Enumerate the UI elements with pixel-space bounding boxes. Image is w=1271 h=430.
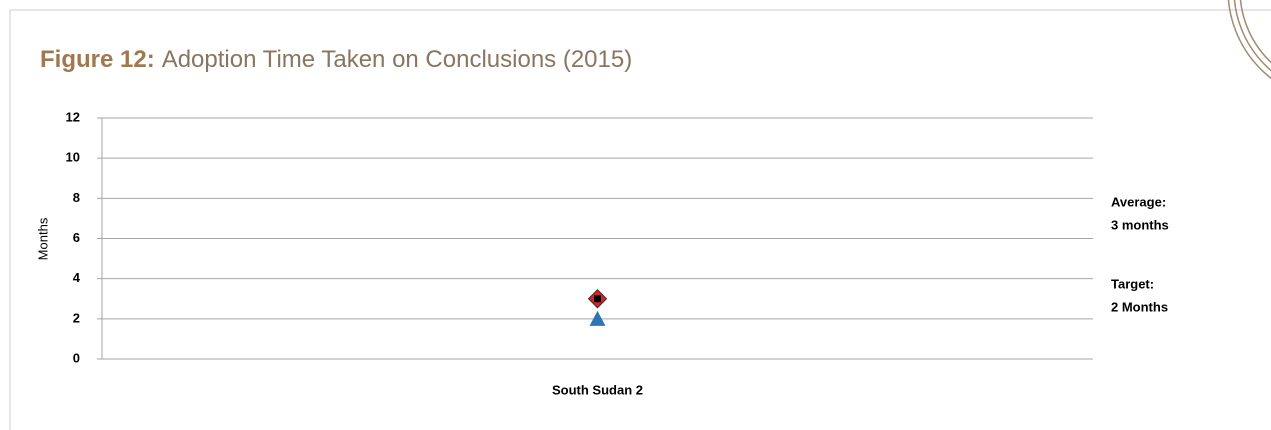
y-tick-label: 2 — [73, 310, 80, 325]
annotation: Target: — [1111, 276, 1154, 291]
y-tick-label: 0 — [73, 350, 80, 365]
annotation: Average: — [1111, 194, 1166, 209]
title-text: Adoption Time Taken on Conclusions (2015… — [162, 46, 633, 73]
annotation: 2 Months — [1111, 299, 1168, 314]
page: {"chart_data": { "type": "scatter", "fig… — [0, 0, 1271, 430]
y-tick-label: 8 — [73, 190, 80, 205]
y-tick-label: 6 — [73, 230, 80, 245]
corner-decoration — [1228, 0, 1271, 102]
y-axis-label: Months — [35, 217, 50, 260]
data-point — [589, 290, 607, 308]
diamond-center — [594, 295, 601, 302]
x-tick-label: South Sudan 2 — [552, 382, 643, 397]
chart-title: Figure 12: Adoption Time Taken on Conclus… — [40, 46, 632, 73]
y-tick-label: 10 — [66, 150, 80, 165]
figure-label: Figure 12: — [40, 46, 155, 73]
y-tick-label: 4 — [73, 270, 81, 285]
chart: Figure 12: Adoption Time Taken on Conclus… — [0, 0, 1271, 430]
y-tick-label: 12 — [66, 109, 80, 124]
annotation: 3 months — [1111, 217, 1169, 232]
